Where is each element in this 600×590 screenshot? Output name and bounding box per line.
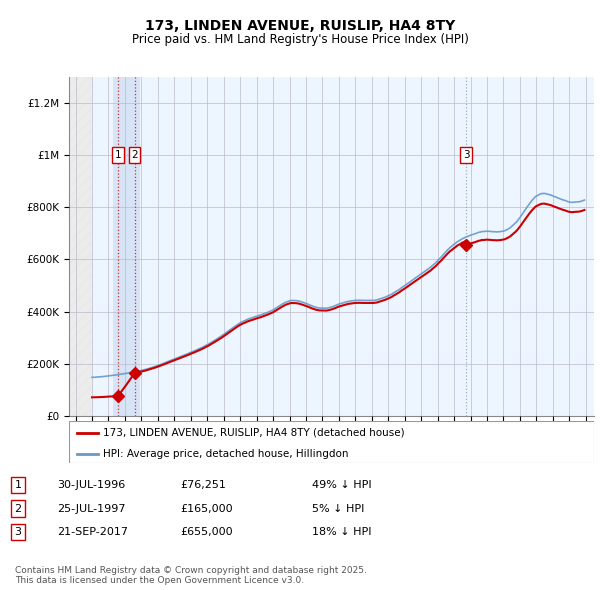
- Bar: [113, 77, 125, 416]
- Text: 173, LINDEN AVENUE, RUISLIP, HA4 8TY (detached house): 173, LINDEN AVENUE, RUISLIP, HA4 8TY (de…: [103, 428, 405, 438]
- Text: 49% ↓ HPI: 49% ↓ HPI: [312, 480, 371, 490]
- Text: 30-JUL-1996: 30-JUL-1996: [57, 480, 125, 490]
- Text: 3: 3: [463, 150, 469, 160]
- Text: Price paid vs. HM Land Registry's House Price Index (HPI): Price paid vs. HM Land Registry's House …: [131, 33, 469, 46]
- Text: 2: 2: [14, 504, 22, 513]
- Text: HPI: Average price, detached house, Hillingdon: HPI: Average price, detached house, Hill…: [103, 449, 349, 459]
- Bar: [92, 77, 594, 416]
- Text: 1: 1: [14, 480, 22, 490]
- Text: £76,251: £76,251: [180, 480, 226, 490]
- Text: 21-SEP-2017: 21-SEP-2017: [57, 527, 128, 537]
- Text: 5% ↓ HPI: 5% ↓ HPI: [312, 504, 364, 513]
- Text: £165,000: £165,000: [180, 504, 233, 513]
- Text: 18% ↓ HPI: 18% ↓ HPI: [312, 527, 371, 537]
- Text: 1: 1: [115, 150, 121, 160]
- Bar: [69, 77, 92, 416]
- Text: 3: 3: [14, 527, 22, 537]
- Text: Contains HM Land Registry data © Crown copyright and database right 2025.
This d: Contains HM Land Registry data © Crown c…: [15, 566, 367, 585]
- Text: 173, LINDEN AVENUE, RUISLIP, HA4 8TY: 173, LINDEN AVENUE, RUISLIP, HA4 8TY: [145, 19, 455, 33]
- Text: 2: 2: [131, 150, 138, 160]
- Text: 25-JUL-1997: 25-JUL-1997: [57, 504, 125, 513]
- FancyBboxPatch shape: [69, 421, 594, 463]
- Text: £655,000: £655,000: [180, 527, 233, 537]
- Bar: [125, 77, 140, 416]
